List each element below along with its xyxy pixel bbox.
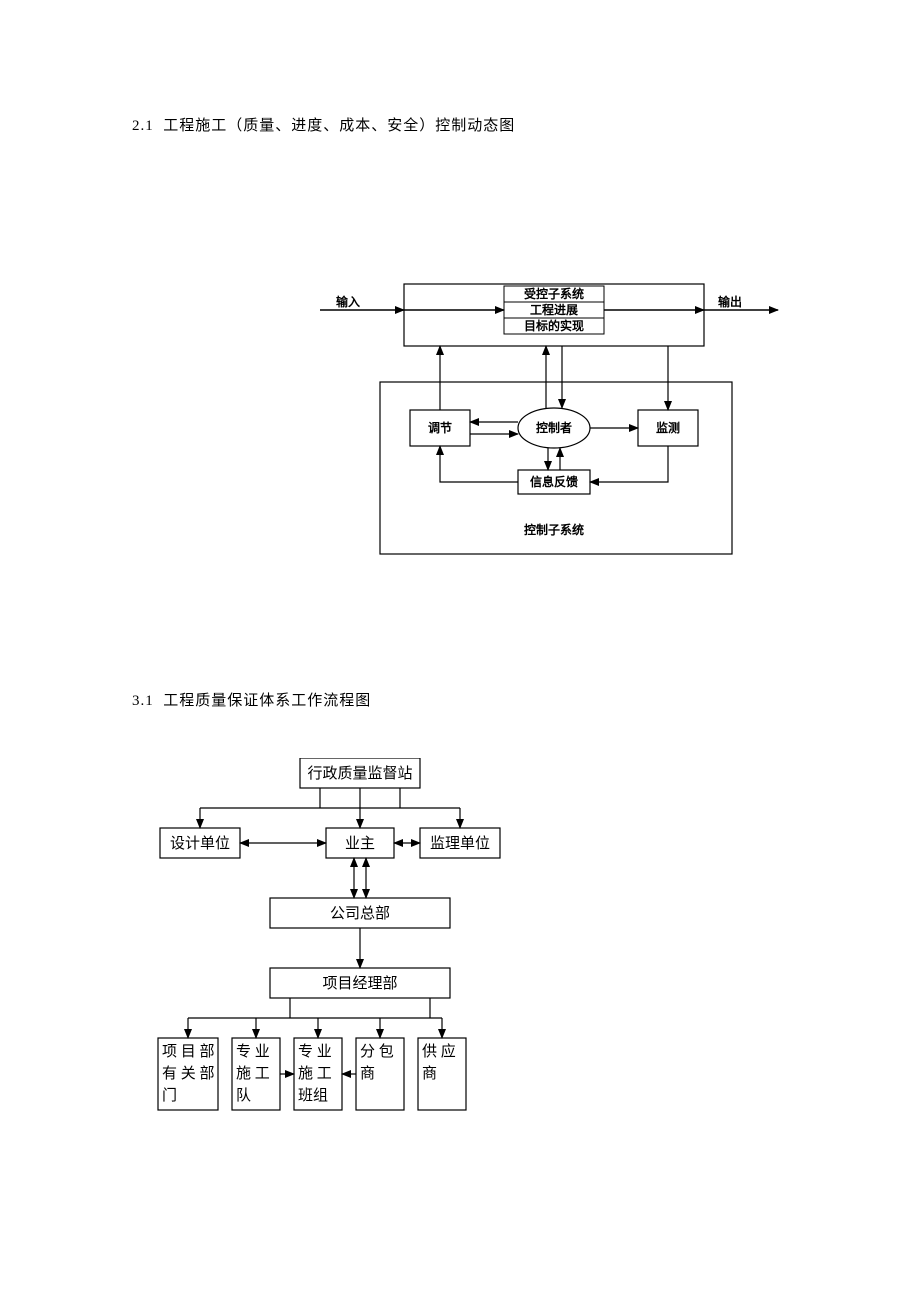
b1-l3: 门 xyxy=(162,1087,177,1104)
section-3-1-heading: 3.1 工程质量保证体系工作流程图 xyxy=(132,689,371,710)
owner-label: 业主 xyxy=(345,835,375,852)
input-label: 输入 xyxy=(336,294,360,309)
monitor-label: 监测 xyxy=(656,420,680,435)
b5-l1: 供 应 xyxy=(422,1042,456,1060)
b3-l2: 施 工 xyxy=(298,1065,332,1082)
b2-l2: 施 工 xyxy=(236,1065,270,1082)
b3-l3: 班组 xyxy=(298,1087,328,1104)
design-unit-label: 设计单位 xyxy=(170,835,230,852)
b4-l1: 分 包 xyxy=(360,1043,394,1060)
b2-l1: 专 业 xyxy=(236,1043,270,1060)
adjust-label: 调节 xyxy=(428,420,452,435)
b5-l2: 商 xyxy=(422,1065,437,1082)
b1-l1: 项 目 部 xyxy=(162,1043,215,1060)
section-number: 3.1 xyxy=(132,693,154,709)
b1-l2: 有 关 部 xyxy=(162,1065,215,1082)
supervision-station-label: 行政质量监督站 xyxy=(307,765,412,782)
output-label: 输出 xyxy=(718,294,742,309)
section-title: 工程质量保证体系工作流程图 xyxy=(163,693,371,709)
section-2-1-heading: 2.1 工程施工（质量、进度、成本、安全）控制动态图 xyxy=(132,114,515,135)
controller-label: 控制者 xyxy=(536,420,572,435)
b4-l2: 商 xyxy=(360,1065,375,1082)
section-title: 工程施工（质量、进度、成本、安全）控制动态图 xyxy=(163,118,515,134)
diagram-control-dynamic: 受控子系统 工程进展 目标的实现 输入 输出 调节 控制者 监测 信息反馈 控制… xyxy=(320,270,780,570)
goal-realization-label: 目标的实现 xyxy=(524,318,584,333)
controlled-subsystem-label: 受控子系统 xyxy=(524,286,584,301)
control-subsystem-label: 控制子系统 xyxy=(524,522,584,537)
company-hq-label: 公司总部 xyxy=(330,905,390,922)
b2-l3: 队 xyxy=(236,1087,251,1104)
section-number: 2.1 xyxy=(132,118,154,134)
diagram-quality-flow: 行政质量监督站 设计单位 业主 监理单位 公司总部 项目经理部 项 目 部 有 … xyxy=(150,758,570,1118)
supervisor-unit-label: 监理单位 xyxy=(430,835,490,852)
project-progress-label: 工程进展 xyxy=(530,302,578,317)
b3-l1: 专 业 xyxy=(298,1043,332,1060)
project-dept-label: 项目经理部 xyxy=(322,975,397,992)
feedback-label: 信息反馈 xyxy=(530,474,578,489)
